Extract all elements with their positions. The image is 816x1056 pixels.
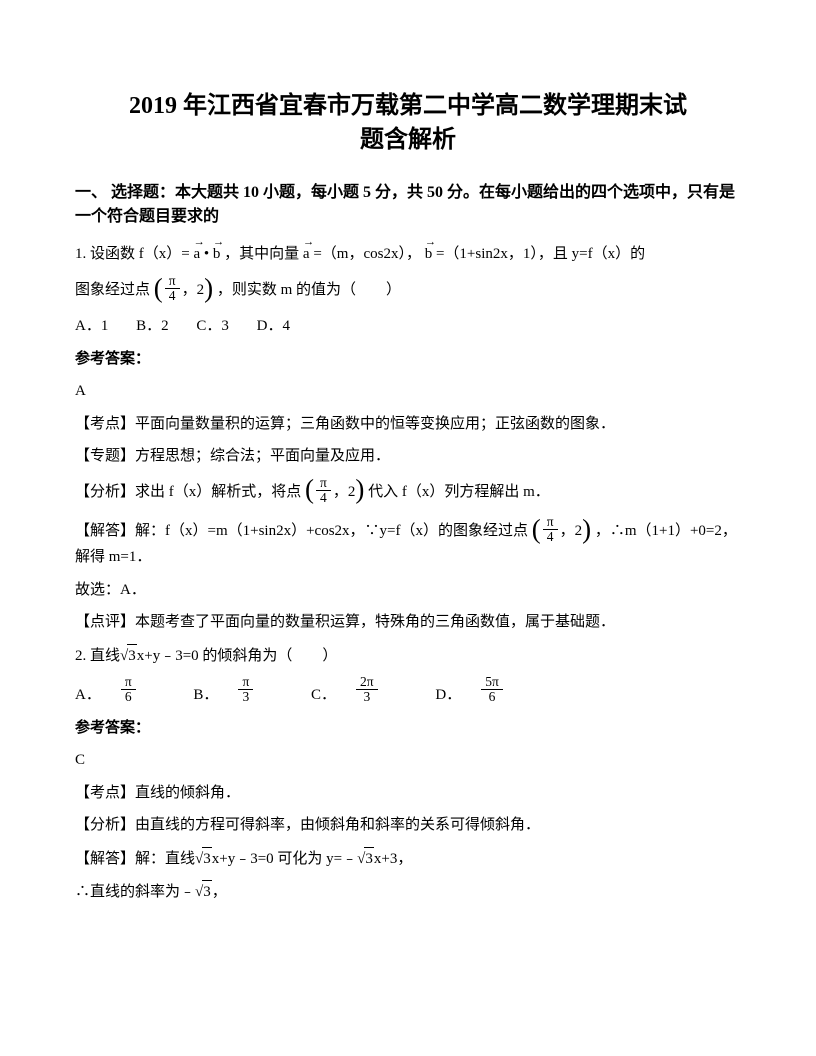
sqrt-icon: 3 (195, 847, 212, 871)
q2-opt-d: D．5π6 (435, 677, 538, 706)
vector-a-icon: a (303, 243, 310, 266)
q1-opt-d: D．4 (257, 315, 290, 338)
q2-options: A．π6 B．π3 C．2π3 D．5π6 (75, 677, 741, 706)
q1-kaodian: 【考点】平面向量数量积的运算；三角函数中的恒等变换应用；正弦函数的图象． (75, 413, 741, 436)
q2-stem: 2. 直线3x+y﹣3=0 的倾斜角为（ ） (75, 644, 741, 668)
q2-fenxi: 【分析】由直线的方程可得斜率，由倾斜角和斜率的关系可得倾斜角． (75, 814, 741, 837)
q1-dianping: 【点评】本题考查了平面向量的数量积运算，特殊角的三角函数值，属于基础题． (75, 611, 741, 634)
q2-kaodian: 【考点】直线的倾斜角． (75, 782, 741, 805)
q1-jieda: 【解答】解：f（x）=m（1+sin2x）+cos2x，∵y=f（x）的图象经过… (75, 517, 741, 569)
point-pi4-2: ( π4 ，2 ) (154, 276, 213, 305)
q1-opt-c: C．3 (196, 315, 229, 338)
q1-answer: A (75, 380, 741, 403)
q1-text: 1. 设函数 f（x）= (75, 246, 193, 262)
q1-fenxi: 【分析】求出 f（x）解析式，将点 ( π4 ，2 ) 代入 f（x）列方程解出… (75, 478, 741, 507)
q2-answer: C (75, 749, 741, 772)
q1-stem-line1: 1. 设函数 f（x）= a • b ，其中向量 a =（m，cos2x）， b… (75, 243, 741, 266)
q1-opt-b: B．2 (136, 315, 169, 338)
q2-opt-a: A．π6 (75, 677, 172, 706)
sqrt-icon: 3 (195, 880, 212, 904)
q2-slope: ∴直线的斜率为﹣3， (75, 880, 741, 904)
q1-options: A．1 B．2 C．3 D．4 (75, 315, 741, 338)
q1-guxuan: 故选：A． (75, 579, 741, 602)
point-pi4-2: ( π4 ，2 ) (305, 478, 364, 507)
point-pi4-2: ( π4 ，2 ) (532, 517, 591, 546)
title-line2: 题含解析 (360, 127, 456, 153)
q2-opt-b: B．π3 (193, 677, 289, 706)
q2-opt-c: C．2π3 (311, 677, 414, 706)
q1-stem-line2: 图象经过点 ( π4 ，2 ) ，则实数 m 的值为（ ） (75, 276, 741, 305)
vector-b-icon: b (425, 243, 433, 266)
section-1-header: 一、 选择题：本大题共 10 小题，每小题 5 分，共 50 分。在每小题给出的… (75, 181, 741, 229)
sqrt-icon: 3 (120, 644, 137, 668)
sqrt-icon: 3 (357, 847, 374, 871)
q2-jieda: 【解答】解：直线3x+y﹣3=0 可化为 y=﹣3x+3， (75, 847, 741, 871)
vector-a-icon: a (193, 243, 200, 266)
q1-opt-a: A．1 (75, 315, 108, 338)
q1-zhuanti: 【专题】方程思想；综合法；平面向量及应用． (75, 445, 741, 468)
vector-b-icon: b (213, 243, 221, 266)
q2-answer-label: 参考答案： (75, 717, 741, 740)
q1-answer-label: 参考答案： (75, 348, 741, 371)
title-line1: 2019 年江西省宜春市万载第二中学高二数学理期末试 (129, 93, 687, 119)
